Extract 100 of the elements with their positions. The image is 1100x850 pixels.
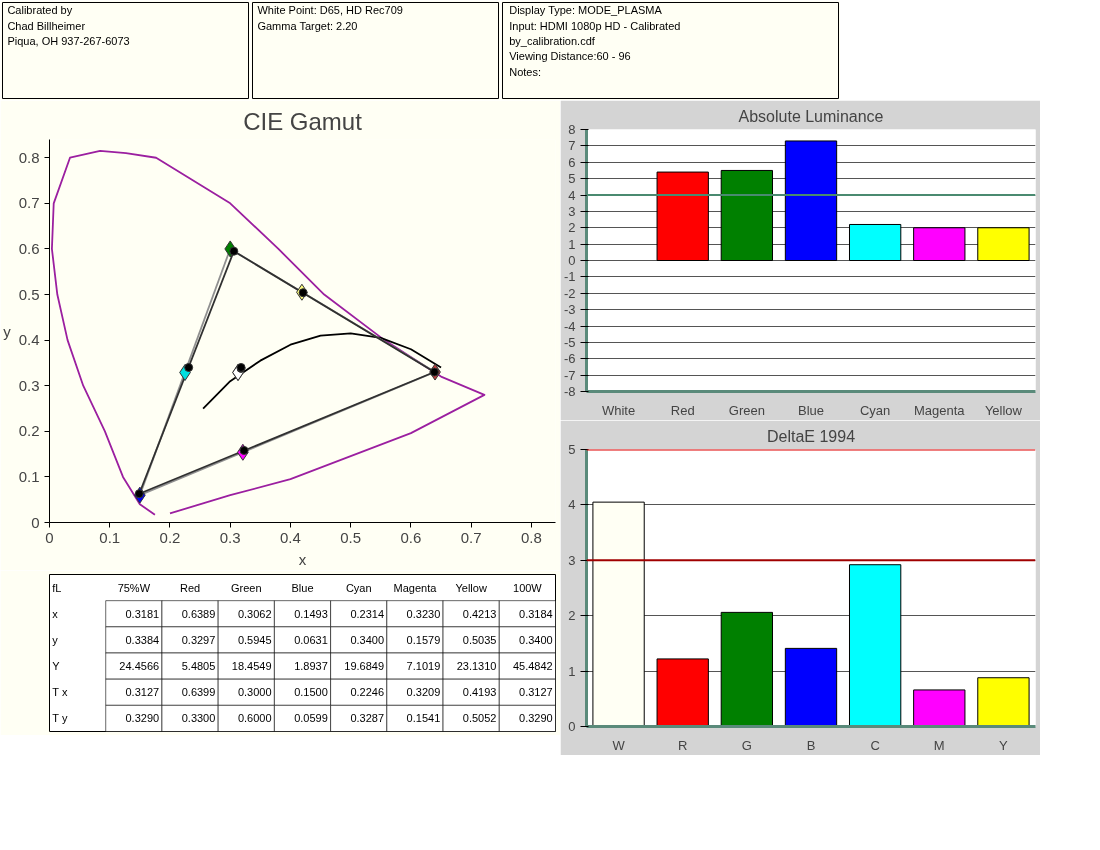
x-tick-label: M	[933, 737, 945, 753]
data-label: 0.0599	[294, 712, 328, 725]
x-tick-label: Cyan	[859, 402, 891, 418]
data-label: 24.4566	[119, 660, 160, 673]
data-label: 0.3290	[125, 712, 160, 725]
y-tick-label: -8	[563, 384, 576, 399]
y-tick-label: -3	[563, 302, 576, 318]
y-tick-label: 1	[568, 663, 576, 679]
y-tick-label: T y	[52, 712, 68, 725]
x-tick-label: Red	[670, 402, 695, 418]
data-label: 0.5052	[462, 712, 497, 725]
x-tick-label: Blue	[797, 402, 825, 418]
text: White Point: D65, HD Rec709	[257, 4, 403, 17]
x-tick-label: Cyan	[345, 581, 372, 594]
x-tick-label: Green	[728, 402, 765, 418]
x-tick-label: Yellow	[984, 402, 1023, 418]
data-label: 0.3297	[181, 633, 216, 646]
data-label: 0.1541	[406, 712, 441, 725]
x-tick-label: G	[741, 737, 752, 753]
text: Notes:	[509, 65, 542, 78]
data-label: 0.1579	[406, 633, 441, 646]
data-label: 0.3184	[519, 607, 553, 620]
text: by_calibration.cdf	[509, 34, 596, 47]
x-tick-label: 0.2	[159, 528, 181, 546]
y-tick-label: x	[52, 607, 59, 620]
data-label: 0.1493	[294, 607, 328, 620]
data-label: 0.3000	[237, 686, 272, 699]
y-tick-label: 0.5	[18, 285, 40, 303]
x-axis-title: x	[298, 550, 307, 568]
y-tick-label: 1	[568, 236, 576, 252]
data-label: 45.4842	[512, 660, 553, 673]
y-tick-label: -1	[563, 269, 576, 285]
data-label: 0.5945	[237, 633, 272, 646]
y-tick-label: 0	[568, 253, 576, 268]
data-label: 0.3400	[350, 633, 385, 646]
y-tick-label: 2	[568, 608, 576, 624]
data-label: 0.1500	[294, 686, 328, 699]
data-label: 0.6399	[181, 686, 216, 699]
x-tick-label: Magenta	[393, 581, 438, 594]
x-tick-label: Blue	[291, 581, 314, 594]
data-label: 1.8937	[294, 660, 328, 673]
data-label: 0.3230	[406, 607, 441, 620]
x-tick-label: 75%W	[117, 581, 151, 594]
x-tick-label: 100W	[513, 581, 543, 594]
x-tick-label: 0.6	[400, 528, 422, 546]
data-label: 0.3127	[519, 686, 553, 699]
x-tick-label: 0.8	[520, 528, 542, 546]
x-tick-label: C	[870, 737, 880, 753]
data-label: 0.3384	[125, 633, 160, 646]
y-tick-label: 0	[568, 719, 576, 734]
y-tick-label: 8	[568, 122, 576, 137]
data-label: 0.2314	[350, 607, 385, 620]
data-label: 18.4549	[231, 660, 272, 673]
y-tick-label: 0.3	[18, 376, 40, 394]
y-tick-label: 0.2	[18, 422, 40, 440]
y-tick-label: -4	[563, 318, 576, 334]
text: Chad Billheimer	[7, 19, 86, 32]
y-tick-label: 7	[568, 138, 576, 154]
y-tick-label: 0.8	[18, 148, 40, 166]
y-tick-label: Y	[52, 660, 61, 673]
text: Gamma Target: 2.20	[257, 19, 358, 32]
data-label: 0.3287	[350, 712, 385, 725]
data-label: 19.6849	[344, 660, 385, 673]
x-tick-label: 0.1	[99, 528, 121, 546]
text: Viewing Distance:60 - 96	[509, 50, 631, 63]
data-label: 0.4213	[462, 607, 497, 620]
chart-title: Absolute Luminance	[738, 107, 884, 125]
data-label: 7.1019	[406, 660, 441, 673]
y-tick-label: y	[52, 633, 59, 646]
x-tick-label: R	[678, 737, 688, 753]
y-tick-label: 3	[568, 552, 576, 568]
y-tick-label: -2	[563, 285, 576, 301]
y-tick-label: 6	[568, 154, 576, 170]
y-tick-label: 4	[568, 187, 576, 203]
data-label: 0.3062	[237, 607, 272, 620]
text: Input: HDMI 1080p HD - Calibrated	[509, 19, 681, 32]
data-label: 0.3400	[519, 633, 553, 646]
y-tick-label: 5	[568, 442, 576, 457]
x-tick-label: 0.3	[219, 528, 241, 546]
data-label: 0.3290	[519, 712, 553, 725]
data-label: 0.3209	[406, 686, 441, 699]
data-label: 0.5035	[462, 633, 497, 646]
y-tick-label: -6	[563, 351, 576, 367]
x-tick-label: W	[612, 737, 626, 753]
data-label: 0.0631	[294, 633, 328, 646]
chart-title: CIE Gamut	[243, 107, 363, 135]
x-tick-label: B	[806, 737, 816, 753]
x-tick-label: Magenta	[913, 402, 966, 418]
y-tick-label: 0.6	[18, 239, 40, 257]
data-label: 5.4805	[181, 660, 216, 673]
text: fL	[52, 581, 62, 594]
y-tick-label: 0	[31, 513, 40, 531]
data-label: 0.3181	[125, 607, 160, 620]
x-tick-label: 0.4	[280, 528, 301, 546]
data-label: 0.4193	[462, 686, 497, 699]
x-tick-label: 0.5	[340, 528, 362, 546]
x-tick-label: 0.7	[460, 528, 482, 546]
y-tick-label: 2	[568, 220, 576, 236]
chart-title: DeltaE 1994	[766, 427, 856, 445]
x-tick-label: Y	[999, 737, 1009, 753]
